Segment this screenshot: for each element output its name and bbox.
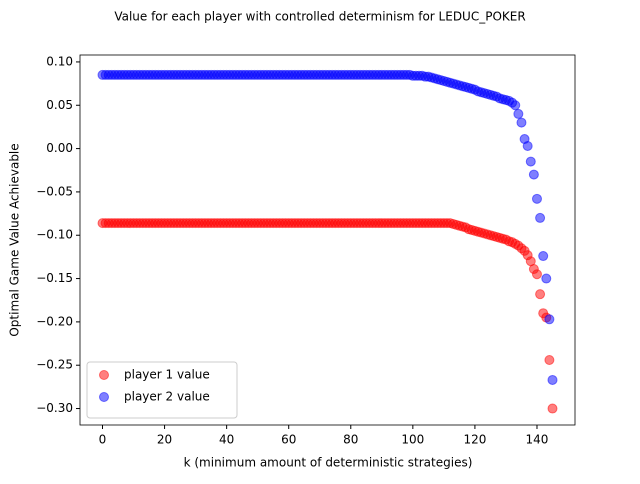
plot-frame bbox=[79, 54, 576, 426]
x-tick-label: 140 bbox=[526, 433, 549, 447]
y-tick-label: −0.05 bbox=[36, 184, 73, 198]
x-tick-label: 40 bbox=[219, 433, 234, 447]
x-axis-label: k (minimum amount of deterministic strat… bbox=[184, 456, 473, 470]
y-tick-label: −0.30 bbox=[36, 401, 73, 415]
point bbox=[544, 314, 555, 325]
x-tick-label: 0 bbox=[99, 433, 107, 447]
x-tick-label: 120 bbox=[463, 433, 486, 447]
point bbox=[513, 108, 524, 119]
point bbox=[531, 193, 542, 204]
y-tick-label: −0.15 bbox=[36, 271, 73, 285]
legend-marker bbox=[99, 370, 109, 380]
x-tick-label: 60 bbox=[281, 433, 296, 447]
legend-label: player 1 value bbox=[124, 368, 210, 382]
y-tick-label: 0.00 bbox=[46, 141, 73, 155]
x-tick-label: 100 bbox=[401, 433, 424, 447]
point bbox=[528, 169, 539, 180]
point bbox=[535, 289, 546, 300]
point bbox=[522, 140, 533, 151]
y-tick-label: −0.20 bbox=[36, 314, 73, 328]
y-axis-label: Optimal Game Value Achievable bbox=[8, 143, 22, 336]
legend-label: player 2 value bbox=[124, 390, 210, 404]
point bbox=[510, 100, 521, 111]
point bbox=[535, 212, 546, 223]
point bbox=[547, 403, 558, 414]
point bbox=[544, 355, 555, 366]
point bbox=[516, 117, 527, 128]
point bbox=[547, 374, 558, 385]
x-tick-label: 80 bbox=[343, 433, 358, 447]
legend-box bbox=[86, 361, 238, 419]
point bbox=[538, 251, 549, 262]
chart-title: Value for each player with controlled de… bbox=[114, 10, 525, 24]
y-tick-label: −0.25 bbox=[36, 358, 73, 372]
point bbox=[531, 269, 542, 280]
legend-marker bbox=[99, 392, 109, 402]
y-tick-label: 0.05 bbox=[46, 98, 73, 112]
point bbox=[525, 156, 536, 167]
point bbox=[541, 273, 552, 284]
x-tick-label: 20 bbox=[157, 433, 172, 447]
y-tick-label: 0.10 bbox=[46, 54, 73, 68]
y-tick-label: −0.10 bbox=[36, 228, 73, 242]
